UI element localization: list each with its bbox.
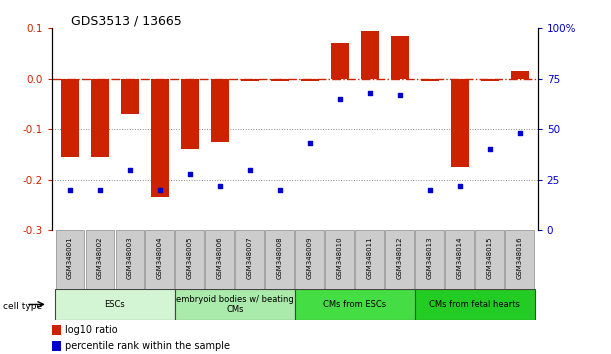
Point	[365, 90, 375, 96]
Bar	[211, 79, 229, 142]
Point	[155, 187, 165, 193]
Bar	[175, 230, 204, 289]
Bar	[151, 79, 169, 197]
Point	[185, 171, 195, 176]
Bar	[421, 79, 439, 81]
Text: cell type: cell type	[3, 302, 42, 311]
Text: GSM348010: GSM348010	[337, 237, 343, 279]
Bar	[181, 79, 199, 149]
Bar	[56, 230, 84, 289]
Bar	[86, 230, 114, 289]
Bar	[475, 230, 504, 289]
Bar	[331, 44, 349, 79]
Bar	[386, 230, 414, 289]
Text: GSM348001: GSM348001	[67, 237, 73, 279]
Bar	[301, 79, 319, 81]
Bar	[295, 289, 415, 320]
Point	[95, 187, 105, 193]
Point	[215, 183, 225, 189]
Text: GSM348005: GSM348005	[187, 237, 193, 279]
Bar	[52, 325, 60, 335]
Text: GSM348007: GSM348007	[247, 237, 253, 279]
Bar	[205, 230, 234, 289]
Text: ESCs: ESCs	[104, 300, 125, 309]
Point	[425, 187, 434, 193]
Bar	[481, 79, 499, 81]
Bar	[511, 71, 529, 79]
Text: CMs from fetal hearts: CMs from fetal hearts	[430, 300, 520, 309]
Bar	[91, 79, 109, 157]
Bar	[115, 230, 144, 289]
Bar	[326, 230, 354, 289]
Text: GSM348013: GSM348013	[426, 237, 433, 279]
Text: GSM348003: GSM348003	[127, 237, 133, 279]
Bar	[505, 230, 534, 289]
Text: GSM348011: GSM348011	[367, 237, 373, 279]
Bar	[241, 79, 259, 81]
Text: embryoid bodies w/ beating
CMs: embryoid bodies w/ beating CMs	[176, 295, 294, 314]
Text: CMs from ESCs: CMs from ESCs	[323, 300, 386, 309]
Text: GSM348009: GSM348009	[307, 237, 313, 279]
Bar	[360, 31, 379, 79]
Bar	[175, 289, 295, 320]
Point	[485, 147, 494, 152]
Text: percentile rank within the sample: percentile rank within the sample	[65, 341, 230, 351]
Text: GSM348015: GSM348015	[487, 237, 492, 279]
Text: log10 ratio: log10 ratio	[65, 325, 117, 335]
Bar	[295, 230, 324, 289]
Text: GSM348016: GSM348016	[517, 237, 522, 279]
Point	[305, 141, 315, 146]
Bar	[356, 230, 384, 289]
Bar	[271, 79, 289, 81]
Point	[395, 92, 404, 98]
Text: GSM348012: GSM348012	[397, 237, 403, 279]
Bar	[52, 341, 60, 351]
Bar	[145, 230, 174, 289]
Bar	[61, 79, 79, 157]
Text: GSM348006: GSM348006	[217, 237, 223, 279]
Bar	[451, 79, 469, 167]
Bar	[415, 289, 535, 320]
Point	[275, 187, 285, 193]
Bar	[391, 36, 409, 79]
Bar	[235, 230, 264, 289]
Bar	[445, 230, 474, 289]
Text: GSM348004: GSM348004	[157, 237, 163, 279]
Point	[65, 187, 75, 193]
Text: GSM348002: GSM348002	[97, 237, 103, 279]
Bar	[121, 79, 139, 114]
Text: GDS3513 / 13665: GDS3513 / 13665	[71, 14, 182, 27]
Point	[515, 130, 525, 136]
Bar	[265, 230, 295, 289]
Text: GSM348008: GSM348008	[277, 237, 283, 279]
Point	[245, 167, 255, 172]
Bar	[415, 230, 444, 289]
Point	[125, 167, 135, 172]
Bar	[55, 289, 175, 320]
Text: GSM348014: GSM348014	[456, 237, 463, 279]
Point	[455, 183, 464, 189]
Point	[335, 96, 345, 102]
